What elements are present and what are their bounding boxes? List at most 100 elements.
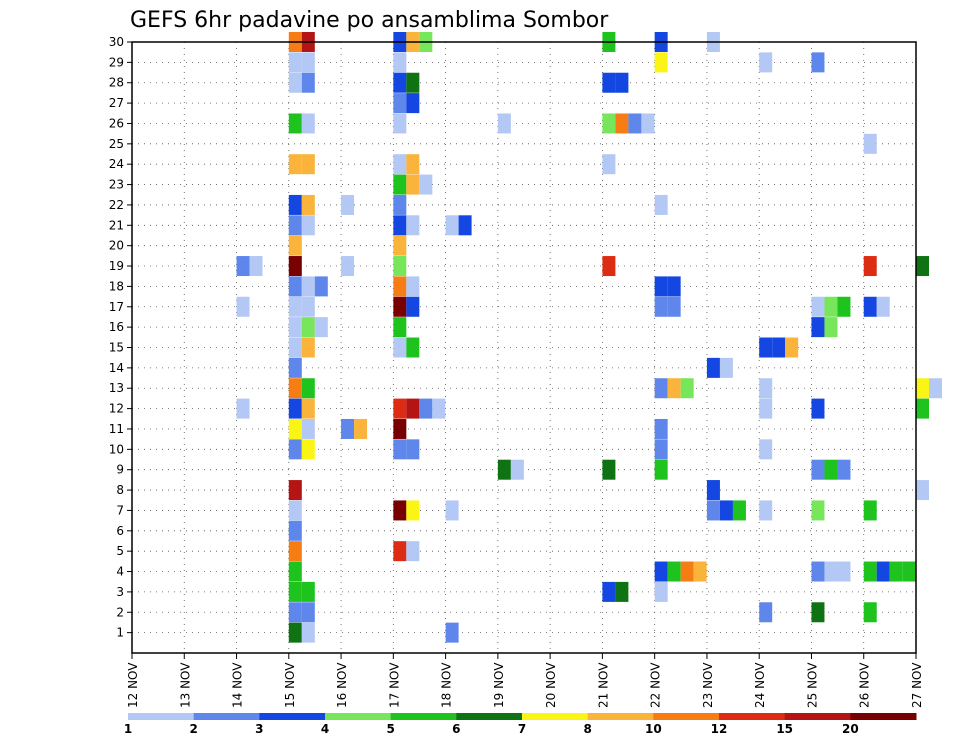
precip-cell bbox=[706, 500, 720, 521]
x-tick-label: 16 NOV bbox=[335, 662, 349, 708]
colorbar-label: 3 bbox=[255, 722, 263, 736]
colorbar-segment bbox=[390, 713, 457, 720]
x-tick-label: 23 NOV bbox=[701, 662, 715, 708]
precip-cell bbox=[811, 296, 825, 317]
precip-cell bbox=[301, 154, 315, 175]
precip-cell bbox=[916, 378, 929, 399]
precip-cell bbox=[811, 500, 825, 521]
precip-cell bbox=[301, 276, 315, 297]
precip-cell bbox=[393, 541, 407, 562]
precip-cell bbox=[706, 480, 720, 501]
y-tick-label: 29 bbox=[109, 55, 124, 69]
precip-cell bbox=[406, 276, 420, 297]
precip-cell bbox=[811, 52, 825, 73]
precip-cell bbox=[497, 459, 511, 480]
precip-cell bbox=[654, 459, 668, 480]
colorbar-segment bbox=[522, 713, 589, 720]
precip-cell bbox=[393, 93, 407, 114]
precip-cell bbox=[288, 439, 302, 460]
precip-cell bbox=[288, 561, 302, 582]
precip-cell bbox=[288, 500, 302, 521]
y-tick-label: 21 bbox=[109, 218, 124, 232]
precip-cell bbox=[615, 581, 629, 602]
colorbar-segment bbox=[784, 713, 851, 720]
precip-cell bbox=[301, 113, 315, 134]
precip-cell bbox=[288, 296, 302, 317]
precip-cell bbox=[824, 561, 838, 582]
precip-cell bbox=[759, 602, 773, 623]
colorbar-label: 2 bbox=[189, 722, 197, 736]
precip-cell bbox=[314, 317, 328, 338]
colorbar-label: 7 bbox=[518, 722, 526, 736]
precip-cell bbox=[602, 581, 616, 602]
precip-cell bbox=[706, 357, 720, 378]
precip-cell bbox=[314, 276, 328, 297]
precip-cell bbox=[301, 317, 315, 338]
x-tick-label: 14 NOV bbox=[231, 662, 245, 708]
precip-cell bbox=[680, 378, 694, 399]
precip-cell bbox=[288, 480, 302, 501]
precip-cell bbox=[288, 357, 302, 378]
precip-cell bbox=[288, 276, 302, 297]
x-tick-label: 17 NOV bbox=[387, 662, 401, 708]
precip-cell bbox=[301, 52, 315, 73]
y-tick-label: 16 bbox=[109, 320, 124, 334]
x-axis: 12 NOV 13 NOV 14 NOV 15 NOV 16 NOV 17 NOV 18 N… bbox=[126, 653, 924, 708]
precip-cell bbox=[301, 378, 315, 399]
precip-cell bbox=[667, 276, 681, 297]
precip-cell bbox=[654, 439, 668, 460]
precip-cell bbox=[406, 296, 420, 317]
precip-cell bbox=[406, 72, 420, 93]
y-tick-label: 3 bbox=[116, 585, 124, 599]
precip-cell bbox=[288, 418, 302, 439]
x-tick-label: 15 NOV bbox=[283, 662, 297, 708]
precip-cell bbox=[236, 256, 250, 277]
y-tick-label: 11 bbox=[109, 422, 124, 436]
y-tick-label: 28 bbox=[109, 76, 124, 90]
colorbar-label: 20 bbox=[842, 722, 859, 736]
precip-cell bbox=[341, 194, 355, 215]
precip-cell bbox=[863, 561, 877, 582]
x-tick-label: 18 NOV bbox=[440, 662, 454, 708]
precip-cell bbox=[288, 378, 302, 399]
precip-cell bbox=[615, 72, 629, 93]
colorbar-segment bbox=[850, 713, 917, 720]
precip-cell bbox=[301, 72, 315, 93]
precip-cell bbox=[654, 194, 668, 215]
precip-cell bbox=[393, 317, 407, 338]
precip-cell bbox=[288, 602, 302, 623]
precip-cell bbox=[301, 439, 315, 460]
precip-cell bbox=[837, 296, 851, 317]
precip-cell bbox=[341, 256, 355, 277]
y-tick-label: 9 bbox=[116, 463, 124, 477]
precip-cell bbox=[288, 622, 302, 643]
colorbar-segment bbox=[193, 713, 260, 720]
precip-cell bbox=[458, 215, 472, 236]
precip-cell bbox=[406, 398, 420, 419]
precip-cell bbox=[301, 194, 315, 215]
y-tick-label: 27 bbox=[109, 96, 124, 110]
precip-cell bbox=[602, 459, 616, 480]
precip-cell bbox=[301, 337, 315, 358]
y-tick-label: 8 bbox=[116, 483, 124, 497]
colorbar-label: 4 bbox=[321, 722, 329, 736]
precip-cell bbox=[288, 113, 302, 134]
precip-cell bbox=[759, 439, 773, 460]
precip-cell bbox=[393, 235, 407, 256]
y-tick-label: 4 bbox=[116, 565, 124, 579]
precip-cell bbox=[654, 418, 668, 439]
precip-cell bbox=[288, 317, 302, 338]
y-tick-label: 7 bbox=[116, 503, 124, 517]
y-tick-label: 6 bbox=[116, 524, 124, 538]
precip-cell bbox=[641, 113, 655, 134]
precip-cell bbox=[393, 337, 407, 358]
precip-cell bbox=[288, 581, 302, 602]
y-tick-label: 5 bbox=[116, 544, 124, 558]
y-tick-label: 12 bbox=[109, 402, 124, 416]
precip-cell bbox=[654, 296, 668, 317]
x-tick-label: 21 NOV bbox=[596, 662, 610, 708]
precip-cell bbox=[654, 378, 668, 399]
precip-cell bbox=[811, 398, 825, 419]
precip-cell bbox=[602, 72, 616, 93]
